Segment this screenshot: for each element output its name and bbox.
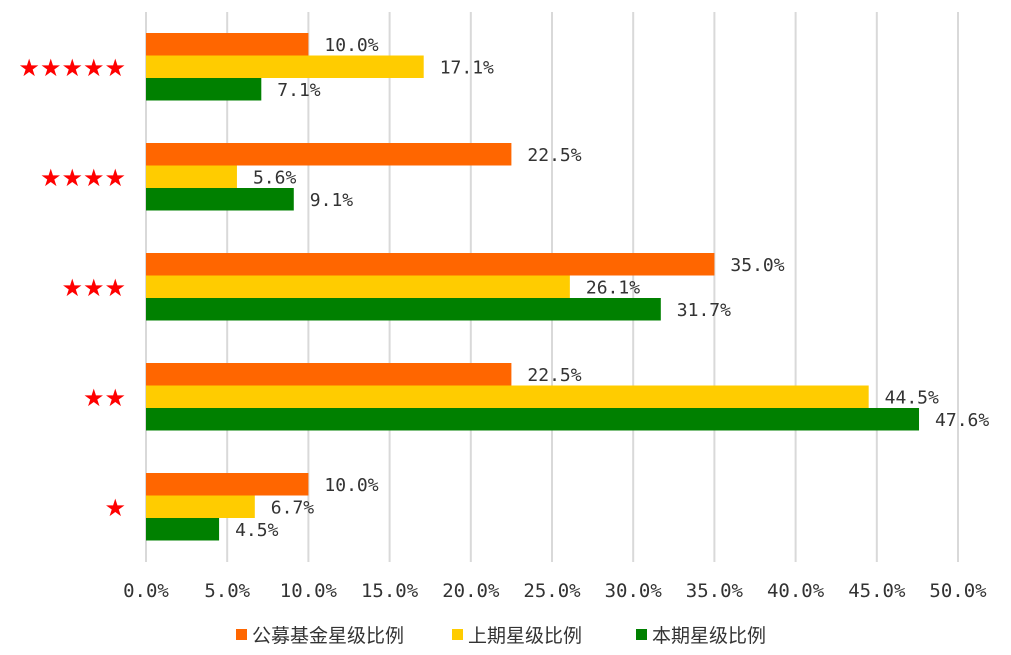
bar [146,33,309,56]
x-tick-label: 20.0% [442,580,500,602]
bar [146,518,220,541]
data-label: 47.6% [935,410,989,431]
data-label: 44.5% [885,387,939,408]
x-tick-label: 15.0% [361,580,419,602]
bar [146,385,869,408]
bars [146,33,920,541]
category-label: ★★ [83,384,126,412]
legend: 公募基金星级比例 上期星级比例 本期星级比例 [236,625,766,647]
legend-swatch [236,629,247,640]
data-label: 9.1% [310,190,354,211]
bar [146,473,309,496]
x-axis-ticks: 0.0% 5.0% 10.0% 15.0% 20.0% 25.0% 30.0% 35.0% 40… [123,580,987,602]
legend-label: 公募基金星级比例 [252,625,404,647]
legend-swatch [636,629,647,640]
x-tick-label: 25.0% [523,580,581,602]
bar [146,253,715,276]
legend-swatch [452,629,463,640]
bar [146,298,661,321]
data-label: 35.0% [730,255,784,276]
bar [146,55,424,78]
category-label: ★★★★ [40,164,126,192]
x-tick-label: 30.0% [605,580,663,602]
data-label: 7.1% [277,80,321,101]
legend-label: 本期星级比例 [652,625,766,647]
bar [146,495,255,518]
category-label: ★★★ [61,274,126,302]
category-label: ★ [104,494,126,522]
data-label: 31.7% [677,300,731,321]
legend-label: 上期星级比例 [468,625,582,647]
x-tick-label: 0.0% [123,580,169,602]
bar [146,143,512,166]
data-label: 26.1% [586,277,640,298]
data-label: 10.0% [324,475,378,496]
data-label: 22.5% [527,365,581,386]
data-label: 5.6% [253,167,297,188]
x-tick-label: 5.0% [204,580,250,602]
x-tick-label: 10.0% [280,580,338,602]
data-label: 4.5% [235,520,279,541]
bar [146,363,512,386]
x-tick-label: 35.0% [686,580,744,602]
x-tick-label: 40.0% [767,580,825,602]
category-label: ★★★★★ [18,54,126,82]
data-label: 6.7% [271,497,315,518]
bar [146,188,294,211]
bar [146,408,920,431]
data-label: 10.0% [324,35,378,56]
category-labels: ★★★★★★★★★★★★★★★ [18,54,126,522]
bar [146,275,570,298]
x-tick-label: 50.0% [929,580,987,602]
bar [146,165,237,188]
data-labels: 10.0% 17.1% 7.1% 22.5% 5.6% 9.1% 35.0% 26.1% 31.… [235,35,989,541]
bar [146,78,262,101]
x-tick-label: 45.0% [848,580,906,602]
data-label: 22.5% [527,145,581,166]
data-label: 17.1% [440,57,494,78]
